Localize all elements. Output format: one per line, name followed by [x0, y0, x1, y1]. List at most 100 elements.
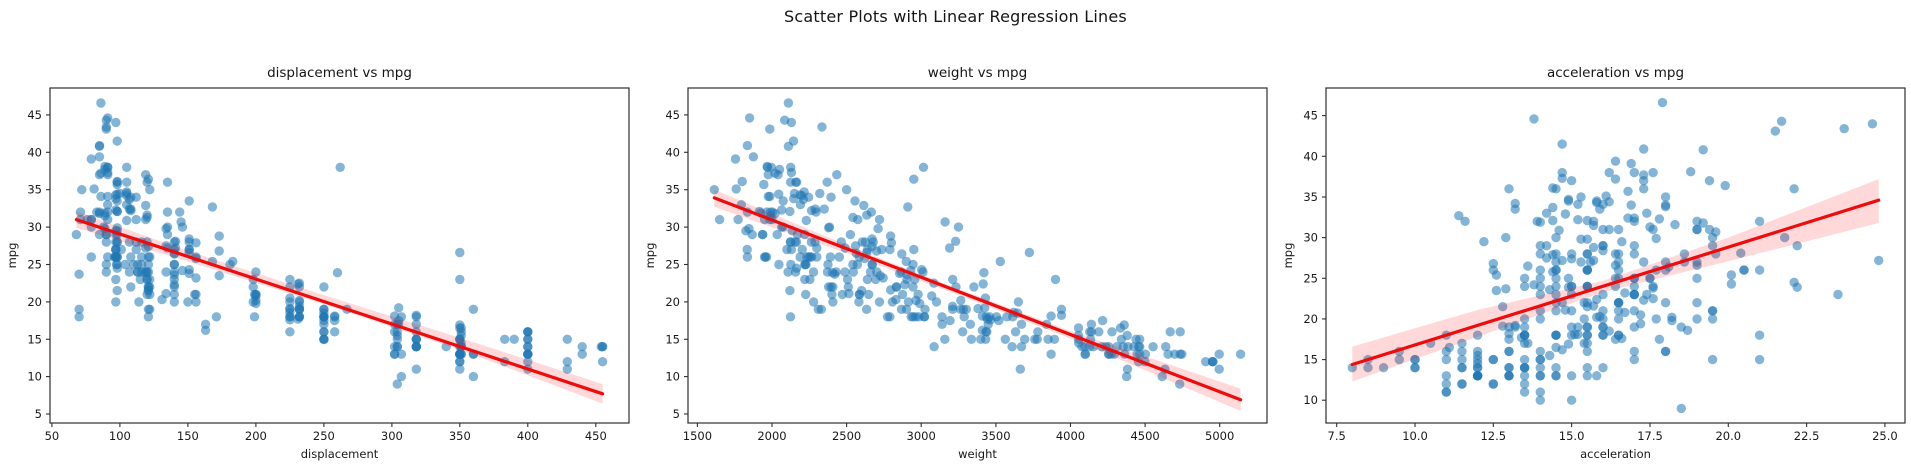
scatter-point	[950, 236, 961, 246]
scatter-point	[183, 297, 193, 307]
scatter-point	[772, 229, 782, 240]
scatter-point	[456, 323, 466, 333]
scatter-point	[120, 259, 130, 270]
scatter-point	[319, 327, 329, 337]
scatter-point	[763, 191, 773, 202]
scatter-point	[1551, 265, 1561, 275]
scatter-point	[801, 289, 811, 300]
scatter-point	[143, 304, 154, 314]
scatter-point	[1654, 334, 1665, 344]
scatter-point	[1579, 338, 1589, 348]
scatter-point	[411, 334, 421, 344]
scatter-point	[184, 268, 194, 279]
scatter-point	[1163, 349, 1173, 359]
scatter-point	[1519, 322, 1530, 332]
y-tick-label: 25	[1303, 271, 1318, 285]
scatter-point	[1776, 116, 1787, 127]
scatter-point	[1122, 330, 1132, 341]
scatter-point	[1519, 314, 1530, 324]
scatter-point	[1576, 257, 1586, 267]
scatter-point	[1488, 258, 1499, 269]
scatter-point	[86, 252, 97, 262]
scatter-point	[1457, 354, 1467, 365]
y-tick-label: 5	[35, 407, 42, 421]
scatter-point	[1704, 176, 1715, 186]
scatter-point	[1207, 357, 1218, 367]
scatter-point	[783, 98, 794, 108]
scatter-point	[597, 342, 608, 352]
scatter-point	[74, 269, 84, 279]
scatter-point	[1135, 334, 1145, 344]
y-tick-label: 45	[1303, 109, 1318, 123]
scatter-point	[903, 202, 913, 212]
scatter-point	[143, 285, 154, 296]
scatter-point	[455, 247, 465, 258]
scatter-point	[742, 252, 753, 262]
scatter-point	[285, 327, 295, 337]
scatter-point	[1651, 233, 1661, 244]
scatter-point	[927, 291, 937, 301]
scatter-point	[1535, 217, 1546, 227]
scatter-point	[1833, 289, 1843, 300]
scatter-point	[1754, 265, 1765, 275]
scatter-point	[866, 207, 876, 217]
scatter-point	[1582, 265, 1593, 275]
x-tick-label: 2000	[757, 429, 786, 443]
scatter-point	[730, 154, 741, 164]
scatter-point	[455, 364, 465, 374]
scatter-point	[757, 229, 768, 240]
scatter-point	[1726, 270, 1737, 280]
scatter-point	[456, 330, 466, 341]
scatter-point	[577, 349, 587, 359]
scatter-point	[1692, 260, 1702, 270]
scatter-point	[731, 184, 741, 194]
x-tick-label: 12.5	[1480, 429, 1506, 443]
scatter-point	[1648, 167, 1658, 178]
scatter-point	[1519, 354, 1530, 365]
scatter-point	[1056, 310, 1067, 320]
scatter-point	[959, 312, 969, 322]
scatter-point	[785, 312, 796, 322]
scatter-point	[1704, 224, 1715, 235]
scatter-point	[1707, 241, 1718, 251]
scatter-point	[1441, 371, 1452, 381]
scatter-point	[1626, 200, 1636, 210]
scatter-point	[126, 204, 136, 214]
scatter-point	[1049, 334, 1060, 344]
scatter-point	[1598, 363, 1608, 373]
scatter-point	[101, 259, 112, 270]
scatter-point	[131, 244, 141, 255]
scatter-point	[1121, 371, 1132, 382]
scatter-point	[709, 185, 719, 195]
scatter-point	[200, 325, 211, 335]
scatter-point	[161, 267, 171, 277]
scatter-point	[1535, 354, 1546, 365]
scatter-point	[878, 273, 888, 283]
scatter-point	[191, 289, 201, 300]
scatter-point	[1457, 379, 1467, 389]
scatter-point	[789, 188, 800, 199]
scatter-point	[75, 207, 86, 217]
scatter-point	[1529, 114, 1539, 124]
scatter-point	[1692, 224, 1702, 235]
scatter-point	[293, 314, 303, 324]
x-tick-label: 2500	[832, 429, 861, 443]
scatter-point	[1472, 371, 1483, 381]
scatter-point	[1410, 354, 1420, 365]
scatter-point	[1504, 371, 1514, 381]
scatter-point	[330, 311, 340, 321]
scatter-point	[1736, 248, 1746, 258]
scatter-point	[101, 124, 112, 134]
scatter-point	[134, 297, 144, 307]
scatter-point	[1557, 173, 1567, 183]
scatter-point	[94, 229, 105, 240]
scatter-point	[248, 282, 258, 292]
scatter-point	[841, 185, 852, 195]
scatter-point	[1519, 363, 1530, 373]
scatter-point	[184, 196, 194, 206]
scatter-point	[1563, 339, 1574, 349]
scatter-point	[294, 282, 305, 292]
scatter-point	[1523, 338, 1533, 348]
scatter-point	[873, 223, 883, 234]
scatter-point	[468, 371, 479, 382]
